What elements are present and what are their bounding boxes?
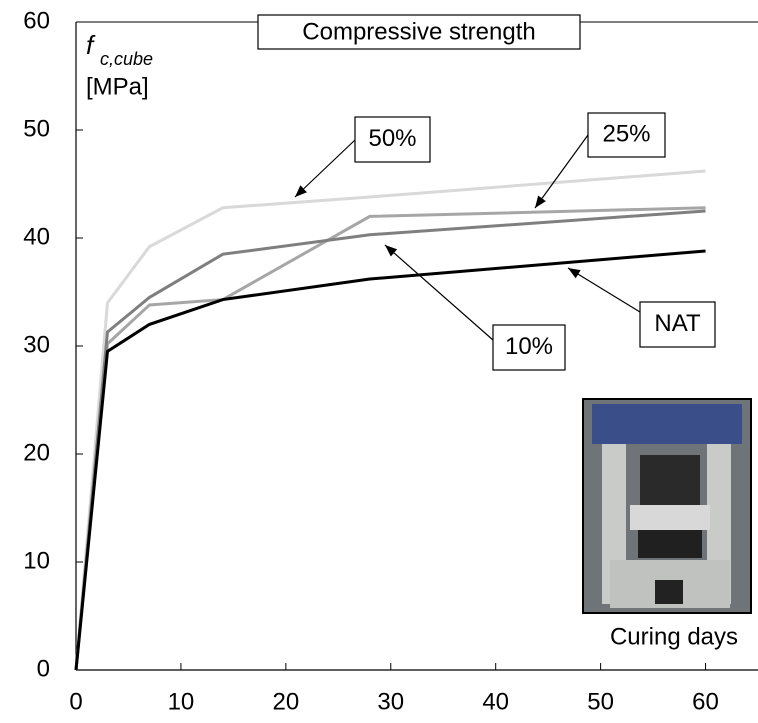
annotation-arrow: [384, 244, 494, 341]
x-label: Curing days: [610, 623, 738, 650]
series-line: [74, 249, 706, 671]
x-tick-label: 30: [377, 688, 404, 715]
title-box: [257, 14, 581, 50]
y-label-subscript: c,cube: [100, 49, 153, 69]
x-tick-label: 50: [587, 688, 614, 715]
y-tick-label: 60: [23, 7, 50, 34]
annotation-arrow: [534, 134, 589, 209]
x-tick-label: 0: [69, 688, 82, 715]
series-label: 10%: [505, 333, 553, 360]
x-tick-label: 60: [692, 688, 719, 715]
x-tick-label: 40: [482, 688, 509, 715]
annotation-box: [587, 112, 666, 158]
series-line: [74, 169, 706, 671]
series-label: 25%: [602, 120, 650, 147]
y-tick-label: 50: [23, 115, 50, 142]
annotation-arrow: [294, 139, 356, 198]
annotation-arrow: [567, 267, 641, 313]
y-label-symbol: f: [86, 30, 96, 60]
x-tick-label: 10: [168, 688, 195, 715]
annotation-box: [639, 301, 716, 348]
series-label: NAT: [654, 310, 701, 337]
series-label: 50%: [368, 125, 416, 152]
chart-title: Compressive strength: [302, 18, 535, 45]
y-tick-label: 10: [23, 547, 50, 574]
y-tick-label: 40: [23, 223, 50, 250]
photo: [582, 398, 752, 614]
y-tick-label: 30: [23, 331, 50, 358]
annotation-box: [354, 116, 431, 163]
x-tick-label: 20: [272, 688, 299, 715]
y-tick-label: 0: [37, 655, 50, 682]
y-tick-label: 20: [23, 439, 50, 466]
annotation-box: [492, 324, 566, 371]
y-label-unit: [MPa]: [86, 73, 149, 100]
series-line: [74, 209, 706, 671]
